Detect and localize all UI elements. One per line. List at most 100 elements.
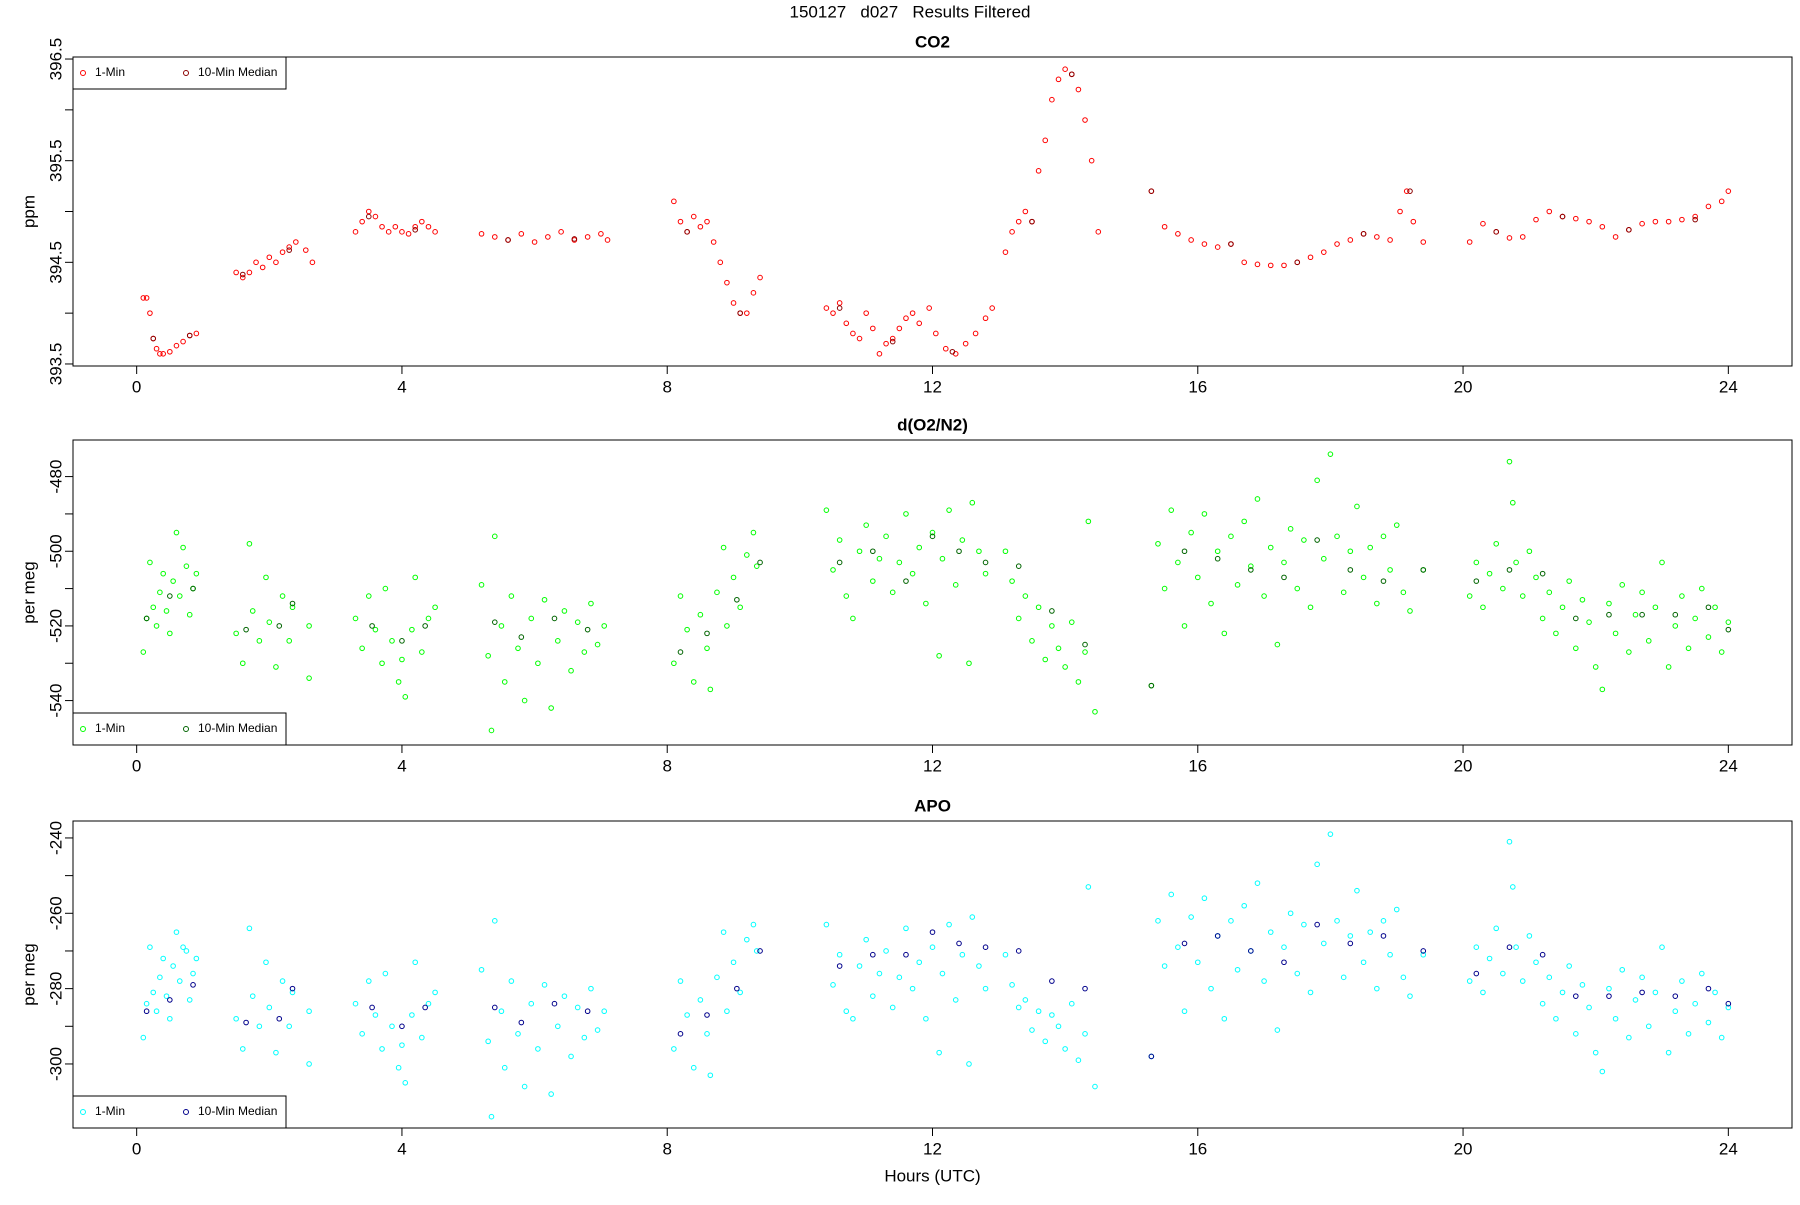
data-point: [1075, 1057, 1082, 1063]
data-point: [243, 1019, 249, 1026]
data-point: [1645, 638, 1652, 644]
data-point: [876, 351, 883, 357]
data-point: [1374, 985, 1380, 992]
data-point: [193, 570, 200, 577]
data-point: [372, 213, 379, 220]
data-point: [1420, 239, 1427, 245]
data-point: [1015, 615, 1022, 622]
data-point: [1586, 218, 1592, 225]
data-point: [259, 264, 266, 271]
data-point: [1201, 511, 1208, 517]
data-point: [369, 1004, 375, 1011]
data-point: [929, 529, 936, 536]
data-point: [744, 552, 750, 558]
data-point: [734, 985, 740, 992]
data-point: [167, 348, 173, 355]
data-point: [419, 649, 425, 655]
data-point: [409, 626, 415, 633]
data-point: [1572, 645, 1579, 652]
data-point: [1473, 578, 1480, 584]
data-point: [671, 198, 677, 205]
data-point: [1009, 578, 1015, 584]
data-point: [1606, 985, 1612, 992]
data-point: [1301, 537, 1307, 543]
data-point: [541, 596, 548, 603]
data-point: [836, 963, 843, 969]
data-point: [1085, 518, 1092, 525]
data-point: [1281, 262, 1287, 269]
data-point: [1612, 630, 1619, 637]
data-point: [399, 1042, 405, 1048]
x-tick-label: 4: [397, 756, 406, 775]
data-point: [933, 330, 939, 337]
data-point: [1506, 838, 1513, 845]
data-point: [1632, 997, 1639, 1003]
data-point: [588, 600, 594, 607]
data-point: [830, 567, 836, 573]
data-point: [153, 1008, 160, 1015]
data-point: [488, 1113, 495, 1120]
legend-label: 1-Min: [95, 1104, 125, 1118]
x-tick-label: 12: [923, 756, 942, 775]
data-point: [823, 921, 830, 928]
data-point: [1672, 1008, 1679, 1015]
data-point: [392, 223, 399, 230]
data-point: [1725, 1004, 1732, 1011]
x-tick-label: 16: [1188, 1139, 1207, 1158]
data-point: [1566, 578, 1572, 584]
data-point: [704, 630, 710, 637]
data-point: [1718, 1034, 1725, 1041]
data-point: [266, 254, 273, 261]
x-tick-label: 8: [662, 377, 671, 396]
data-point: [594, 1027, 601, 1033]
data-point: [239, 1046, 246, 1052]
data-point: [1214, 933, 1221, 939]
data-point: [909, 985, 916, 992]
data-point: [352, 1000, 359, 1007]
data-point: [710, 239, 717, 245]
data-point: [1572, 215, 1579, 222]
x-axis-label: Hours (UTC): [884, 1166, 980, 1185]
data-point: [1420, 951, 1427, 958]
data-point: [697, 997, 704, 1003]
data-point: [697, 611, 704, 618]
data-point: [1572, 993, 1579, 999]
data-point: [399, 229, 405, 235]
data-point: [1725, 1000, 1732, 1007]
x-tick-label: 24: [1719, 1139, 1738, 1158]
y-tick-label: -260: [46, 896, 65, 930]
data-point: [1566, 963, 1572, 969]
data-point: [1513, 944, 1519, 950]
data-point: [574, 1004, 581, 1011]
data-point: [1592, 1049, 1599, 1056]
data-point: [1486, 955, 1493, 962]
data-point: [936, 652, 942, 659]
data-point: [359, 218, 365, 225]
data-point: [263, 959, 269, 966]
data-point: [1294, 259, 1301, 266]
data-point: [850, 330, 856, 337]
data-point: [1506, 567, 1513, 573]
data-point: [1400, 589, 1407, 596]
data-point: [856, 963, 863, 969]
x-tick-label: 12: [923, 377, 942, 396]
data-point: [982, 944, 989, 950]
data-point: [889, 338, 896, 345]
data-point: [856, 335, 863, 342]
data-point: [147, 559, 153, 566]
data-point: [671, 660, 677, 667]
data-point: [1188, 237, 1194, 243]
data-point: [1254, 261, 1261, 268]
data-point: [1685, 645, 1692, 652]
data-point: [568, 667, 574, 674]
data-point: [1526, 933, 1533, 939]
panel-title: CO2: [915, 32, 950, 51]
data-point: [883, 948, 889, 954]
data-point: [1360, 231, 1367, 237]
data-point: [1639, 611, 1645, 618]
data-point: [581, 649, 588, 655]
data-point: [966, 660, 972, 667]
data-point: [1645, 1023, 1652, 1030]
data-point: [594, 641, 601, 648]
data-point: [1095, 229, 1102, 235]
